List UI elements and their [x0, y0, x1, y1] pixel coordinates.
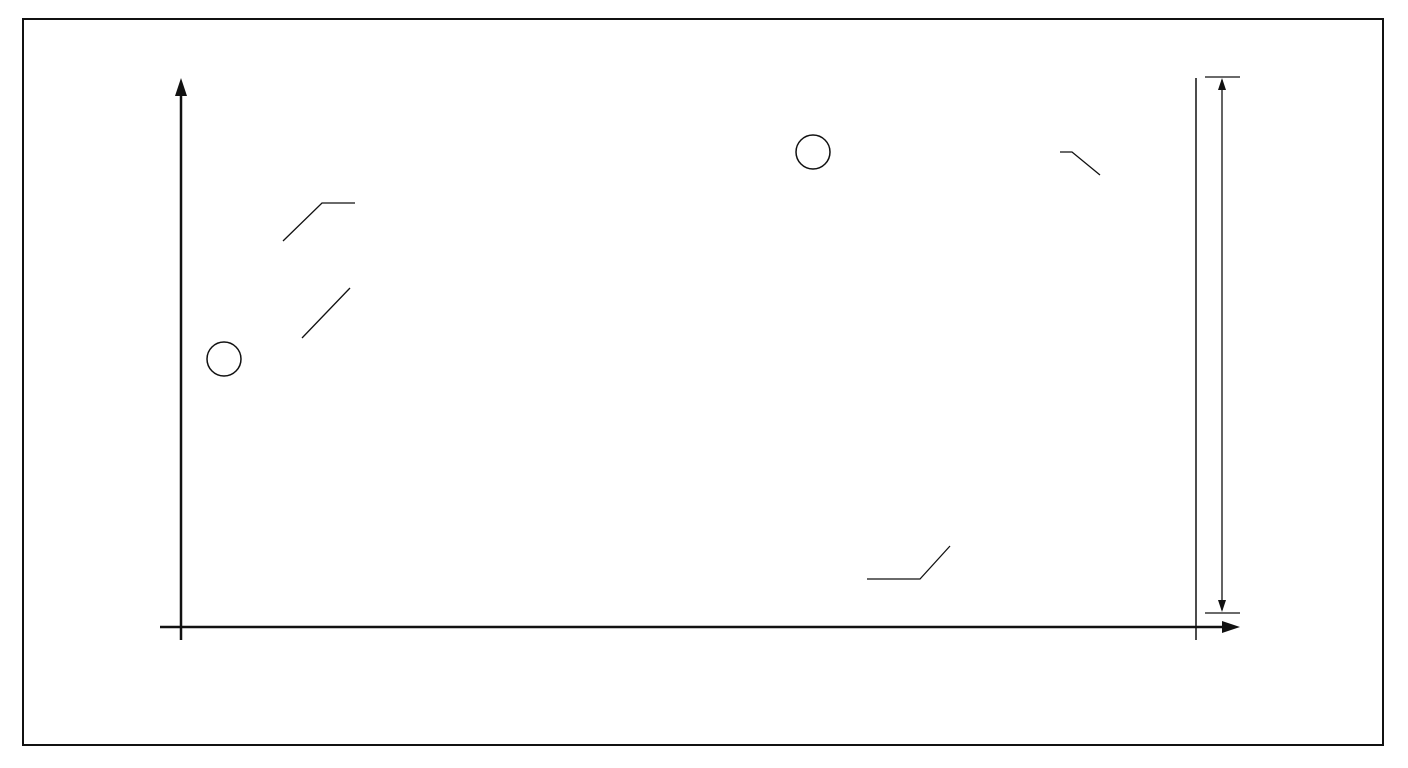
line-b-label: [206, 341, 242, 377]
dimension-arrow-up-icon: [1218, 78, 1226, 90]
y-axis: [175, 78, 187, 640]
chart-frame: [22, 18, 1384, 746]
x-axis-arrow-icon: [1222, 621, 1240, 633]
line-a-leader: [1060, 151, 1101, 176]
y-axis-arrow-icon: [175, 78, 187, 96]
decay-leader: [867, 545, 951, 580]
line-b-label-leader: [301, 287, 351, 339]
line-a-label: [795, 134, 831, 170]
badge-a: [795, 134, 831, 170]
line-b-callout-leader: [282, 202, 355, 242]
increase-dimension-arrow: [1205, 76, 1240, 614]
badge-b: [206, 341, 242, 377]
x-axis: [160, 621, 1240, 633]
dimension-arrow-down-icon: [1218, 600, 1226, 612]
